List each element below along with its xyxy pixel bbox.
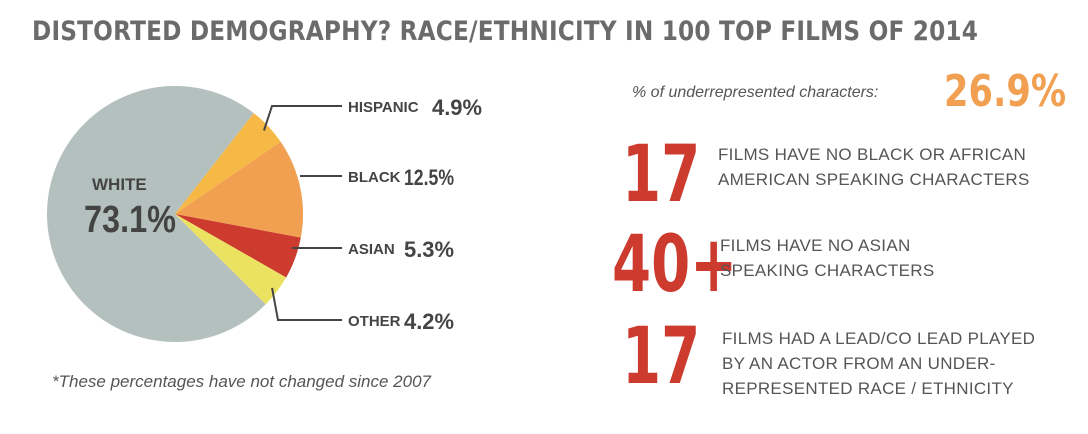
- slice-value-black: 12.5%: [404, 165, 454, 190]
- slice-name-black: BLACK: [348, 169, 401, 186]
- slice-name-other: OTHER: [348, 313, 401, 330]
- underrepresented-value: 26.9%: [944, 66, 1067, 117]
- stat-text-no-asian: FILMS HAVE NO ASIAN SPEAKING CHARACTERS: [720, 236, 935, 280]
- stat-text-no-black: FILMS HAVE NO BLACK OR AFRICAN AMERICAN …: [718, 145, 1030, 189]
- stat-text-lead-actor: FILMS HAD A LEAD/CO LEAD PLAYED BY AN AC…: [722, 329, 1036, 398]
- stat-number-no-asian: 40+: [612, 220, 738, 310]
- pie-slice-white: [46, 85, 266, 342]
- pie-slice-asian: [175, 214, 301, 278]
- pie-slice-black: [175, 141, 303, 238]
- page-title: DISTORTED DEMOGRAPHY? RACE/ETHNICITY IN …: [32, 16, 979, 47]
- leader-line-hispanic: [263, 105, 342, 131]
- slice-name-asian: ASIAN: [348, 241, 395, 258]
- underrepresented-label: % of underrepresented characters:: [632, 84, 879, 101]
- pie-slice-other: [175, 214, 287, 305]
- pie-slice-hispanic: [175, 113, 281, 214]
- footnote: *These percentages have not changed sinc…: [52, 372, 431, 391]
- leader-line-other: [271, 287, 342, 321]
- slice-value-white: 73.1%: [84, 199, 176, 241]
- stat-number-no-black: 17: [622, 130, 701, 220]
- stat-number-lead-actor: 17: [622, 312, 701, 402]
- pie-chart: WHITE 73.1% HISPANIC 4.9% BLACK 12.5% ASIAN 5.3…: [46, 85, 482, 342]
- slice-name-hispanic: HISPANIC: [348, 99, 419, 116]
- slice-value-other: 4.2%: [404, 309, 454, 334]
- slice-value-hispanic: 4.9%: [432, 95, 482, 120]
- slice-value-asian: 5.3%: [404, 237, 454, 262]
- slice-name-white: WHITE: [92, 175, 147, 194]
